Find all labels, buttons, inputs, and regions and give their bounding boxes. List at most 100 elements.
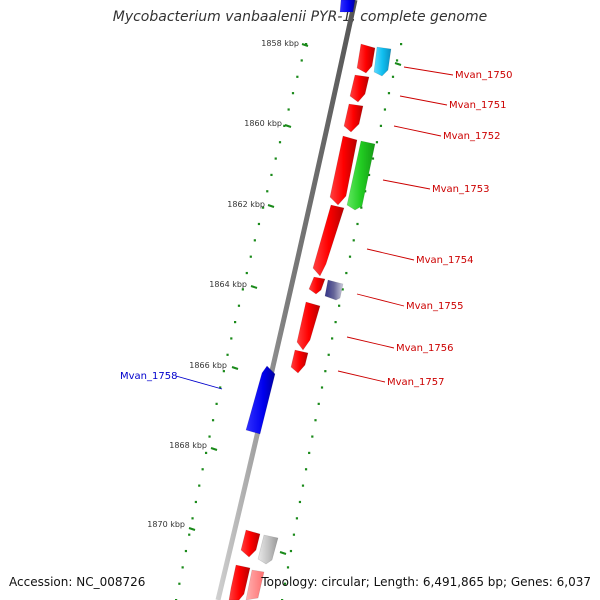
tick-dot bbox=[215, 402, 218, 405]
tick-dot bbox=[314, 419, 317, 422]
gene-feature-partial bbox=[339, 0, 356, 13]
scale-ticks bbox=[188, 43, 402, 555]
gene-features bbox=[228, 0, 392, 600]
inner-tick-ring bbox=[175, 43, 308, 600]
tick-dot bbox=[194, 500, 197, 504]
scale-tick bbox=[267, 204, 275, 208]
tick-dot bbox=[204, 451, 208, 455]
tick-dot bbox=[270, 173, 273, 177]
tick-dot bbox=[341, 288, 344, 291]
scale-tick-label: 1860 kbp bbox=[244, 119, 282, 128]
scale-tick bbox=[394, 62, 402, 66]
gene-label-leader bbox=[337, 370, 386, 383]
tick-dot bbox=[291, 92, 295, 95]
tick-dot bbox=[348, 255, 352, 258]
tick-dot bbox=[304, 468, 308, 471]
tick-dot bbox=[379, 124, 383, 127]
tick-dot bbox=[296, 75, 299, 78]
tick-dot bbox=[345, 271, 348, 275]
tick-dot bbox=[178, 582, 181, 585]
genome-title: Mycobacterium vanbaalenii PYR-1, complet… bbox=[112, 9, 488, 25]
gene-label-leader bbox=[356, 293, 405, 307]
scale-tick-label: 1866 kbp bbox=[189, 361, 227, 370]
tick-dot bbox=[181, 566, 184, 569]
tick-dot bbox=[298, 500, 302, 504]
scale-tick bbox=[210, 447, 218, 451]
gene-feature-mvan-1757 bbox=[290, 349, 309, 374]
tick-dot bbox=[317, 402, 320, 405]
tick-dot bbox=[286, 566, 290, 569]
tick-dot bbox=[391, 75, 395, 78]
tick-dot bbox=[334, 321, 337, 324]
gene-label-leader bbox=[346, 336, 395, 349]
tick-dot bbox=[305, 43, 308, 46]
tick-dot bbox=[383, 108, 387, 111]
gene-feature-mvan-1755-b bbox=[324, 279, 344, 301]
gene-feature-mvan-1750 bbox=[356, 43, 376, 74]
gene-label-leader bbox=[175, 375, 223, 390]
tick-dot bbox=[283, 124, 286, 127]
scale-tick bbox=[250, 285, 258, 289]
scale-tick-label: 1862 kbp bbox=[227, 200, 265, 209]
tick-dot bbox=[400, 43, 403, 46]
tick-dot bbox=[257, 222, 261, 226]
gene-label[interactable]: Mvan_1754 bbox=[416, 255, 473, 266]
scale-tick-label: 1868 kbp bbox=[169, 441, 207, 450]
scale-tick bbox=[231, 366, 239, 370]
gene-label[interactable]: Mvan_1755 bbox=[406, 301, 463, 312]
gene-label-leaders bbox=[175, 66, 454, 390]
genome-backbone bbox=[215, 0, 358, 600]
gene-label[interactable]: Mvan_1757 bbox=[387, 377, 444, 388]
gene-label-leader bbox=[366, 248, 415, 261]
tick-dot bbox=[395, 59, 399, 62]
tick-dot bbox=[295, 517, 299, 520]
gene-label[interactable]: Mvan_1751 bbox=[449, 100, 506, 111]
tick-dot bbox=[266, 190, 269, 193]
accession-text: Accession: NC_008726 bbox=[9, 575, 146, 589]
tick-dot bbox=[198, 484, 201, 487]
gene-label[interactable]: Mvan_1750 bbox=[455, 70, 512, 81]
tick-dot bbox=[331, 337, 334, 340]
tick-dot bbox=[352, 239, 355, 242]
tick-dot bbox=[274, 157, 277, 160]
tick-dot bbox=[301, 484, 305, 487]
gene-label[interactable]: Mvan_1753 bbox=[432, 184, 489, 195]
tick-dot bbox=[253, 239, 256, 242]
tick-dot bbox=[234, 321, 237, 324]
tick-dot bbox=[327, 353, 330, 356]
gene-feature-mvan-1753-b bbox=[346, 140, 376, 211]
tick-dot bbox=[245, 271, 248, 275]
scale-tick bbox=[284, 124, 292, 128]
tick-dot bbox=[226, 353, 229, 356]
tick-dot bbox=[208, 435, 211, 438]
gene-feature-mvan-1756 bbox=[296, 301, 321, 351]
gene-label-leader bbox=[382, 179, 431, 190]
tick-dot bbox=[360, 206, 363, 209]
tick-dot bbox=[188, 533, 191, 536]
gene-label[interactable]: Mvan_1752 bbox=[443, 131, 500, 142]
scale-tick-label: 1858 kbp bbox=[261, 39, 299, 48]
tick-dot bbox=[387, 92, 391, 95]
gene-feature-mvan-1753 bbox=[329, 135, 358, 206]
gene-feature-mvan-1751 bbox=[349, 74, 370, 103]
tick-dot bbox=[289, 549, 293, 553]
outer-tick-ring bbox=[281, 43, 403, 600]
tick-dot bbox=[320, 386, 324, 389]
gene-feature-mvan-1758 bbox=[245, 365, 276, 435]
tick-dot bbox=[356, 222, 359, 226]
tick-dot bbox=[184, 549, 188, 553]
gene-feature-mvan-1750-b bbox=[373, 46, 392, 77]
tick-dot bbox=[287, 108, 290, 111]
tick-dot bbox=[375, 141, 379, 144]
tick-dot bbox=[201, 468, 204, 471]
scale-tick-label: 1864 kbp bbox=[209, 280, 247, 289]
gene-label[interactable]: Mvan_1756 bbox=[396, 343, 453, 354]
tick-dot bbox=[222, 370, 225, 373]
gene-feature-bottom-2 bbox=[257, 534, 279, 565]
tick-dot bbox=[324, 370, 327, 373]
gene-label[interactable]: Mvan_1758 bbox=[120, 371, 177, 382]
tick-dot bbox=[292, 533, 296, 536]
scale-tick bbox=[301, 43, 309, 47]
tick-dot bbox=[371, 157, 375, 160]
